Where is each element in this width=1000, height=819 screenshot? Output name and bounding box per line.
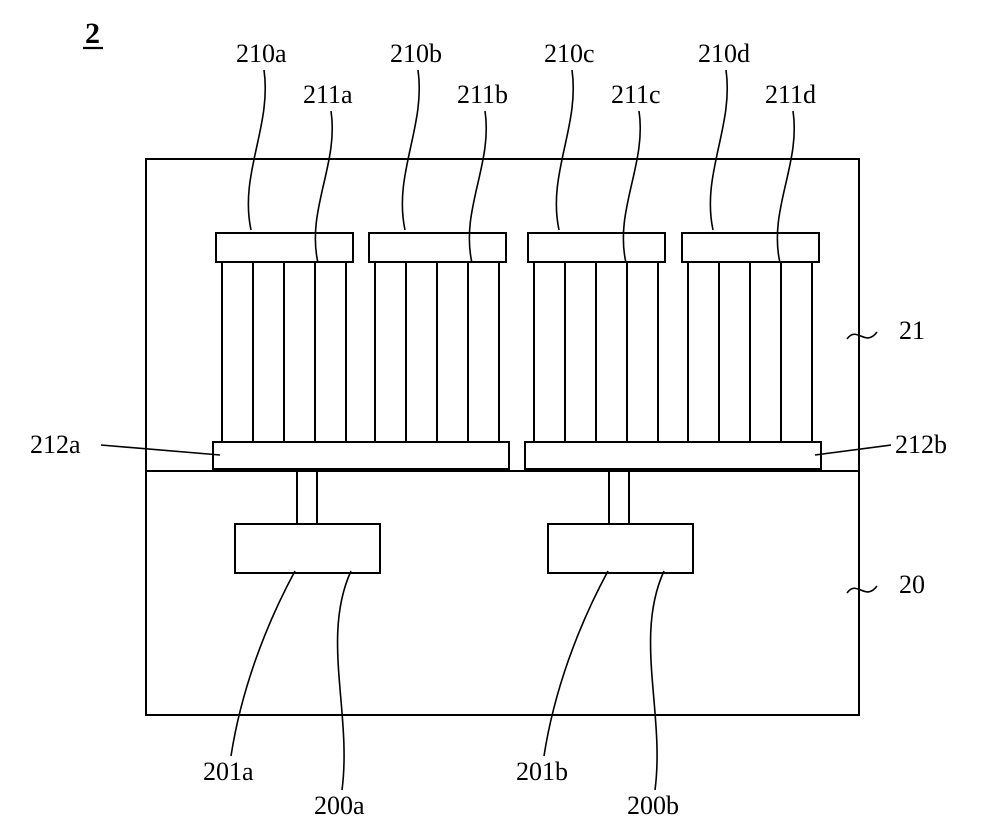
bottom-block-1 bbox=[548, 524, 693, 573]
label-200a: 200a bbox=[314, 791, 365, 819]
label-201a: 201a bbox=[203, 757, 254, 786]
leader-curve bbox=[710, 70, 727, 230]
label-212a: 212a bbox=[30, 430, 81, 459]
leader-curve bbox=[556, 70, 573, 230]
label-210b: 210b bbox=[390, 39, 442, 68]
label-211d: 211d bbox=[765, 80, 816, 109]
label-21: 21 bbox=[899, 316, 925, 345]
leader-curve bbox=[469, 111, 486, 263]
diagram-svg: 2 210a 210b 210c 210d 211a 211b 211c 211d 201a 200… bbox=[0, 0, 1000, 819]
label-210a: 210a bbox=[236, 39, 287, 68]
module-3-top-bar bbox=[682, 233, 819, 262]
label-layer: 2 210a 210b 210c 210d 211a 211b 211c 211d 201a 200… bbox=[30, 17, 947, 819]
leader-curve bbox=[315, 111, 332, 263]
v-connector-0 bbox=[297, 471, 317, 524]
leader-line-212b bbox=[815, 445, 891, 455]
module-2-top-bar bbox=[528, 233, 665, 262]
leader-curve bbox=[544, 571, 608, 756]
label-201b: 201b bbox=[516, 757, 568, 786]
label-210c: 210c bbox=[544, 39, 595, 68]
figure-number-label: 2 bbox=[85, 17, 100, 50]
leader-line-212a bbox=[101, 445, 220, 455]
v-connector-1 bbox=[609, 471, 629, 524]
leader-layer bbox=[101, 70, 891, 790]
leader-curve bbox=[248, 70, 265, 230]
module-1-top-bar bbox=[369, 233, 506, 262]
label-211c: 211c bbox=[611, 80, 661, 109]
bottom-block-0 bbox=[235, 524, 380, 573]
label-200b: 200b bbox=[627, 791, 679, 819]
leader-curve bbox=[623, 111, 640, 263]
leader-curve bbox=[651, 571, 664, 790]
diagram-stage: 2 210a 210b 210c 210d 211a 211b 211c 211d 201a 200… bbox=[0, 0, 1000, 819]
leader-curve bbox=[338, 571, 351, 790]
h-bar-1 bbox=[525, 442, 821, 469]
label-20: 20 bbox=[899, 570, 925, 599]
tilde-leader-21 bbox=[847, 332, 877, 339]
leader-curve bbox=[402, 70, 419, 230]
h-bar-0 bbox=[213, 442, 509, 469]
label-211a: 211a bbox=[303, 80, 353, 109]
tilde-leader-20 bbox=[847, 586, 877, 593]
module-0-top-bar bbox=[216, 233, 353, 262]
geometry-layer bbox=[146, 159, 859, 715]
leader-curve bbox=[231, 571, 295, 756]
label-212b: 212b bbox=[895, 430, 947, 459]
label-210d: 210d bbox=[698, 39, 750, 68]
label-211b: 211b bbox=[457, 80, 508, 109]
leader-curve bbox=[777, 111, 794, 263]
